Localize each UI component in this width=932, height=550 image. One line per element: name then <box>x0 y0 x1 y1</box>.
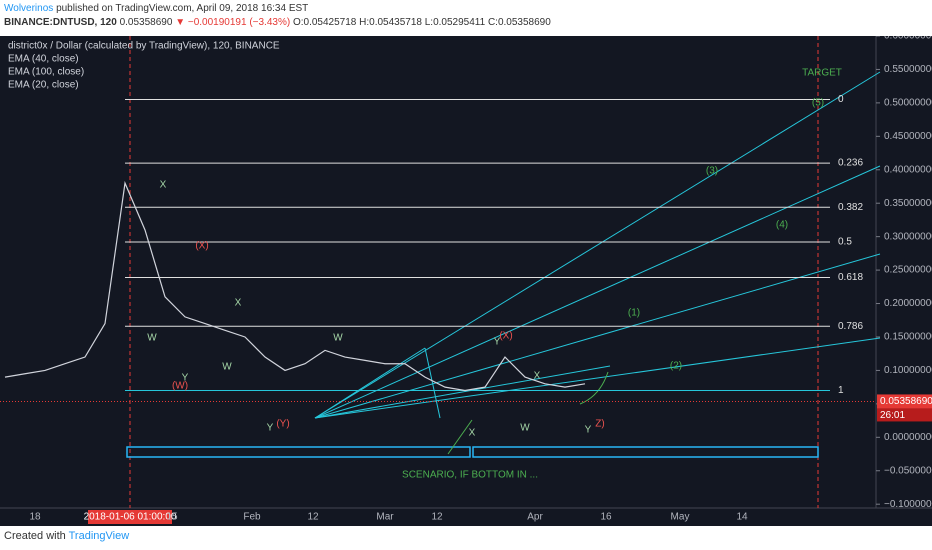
symbol: BINANCE:DNTUSD, 120 <box>4 17 117 28</box>
x-tick-label: Feb <box>243 512 261 523</box>
countdown-label: 26:01 <box>880 410 905 421</box>
y-tick-label: 0.35000000 <box>884 198 932 209</box>
annotation: (3) <box>706 166 718 177</box>
x-tick-label: May <box>671 512 690 523</box>
projection <box>579 371 609 405</box>
price-badge <box>877 394 932 409</box>
annotation: Y <box>585 425 592 436</box>
x-tick-label: Apr <box>527 512 543 523</box>
x-tick-label: 2018-01-06 01:00:00 <box>84 512 177 523</box>
y-tick-label: 0.20000000 <box>884 298 932 309</box>
zone <box>472 446 819 458</box>
annotation: X <box>469 428 476 439</box>
price-badge-label: 0.05358690 <box>880 396 932 407</box>
y-tick-label: 0.40000000 <box>884 164 932 175</box>
y-tick-label: 0.10000000 <box>884 365 932 376</box>
x-tick-label: 18 <box>29 512 41 523</box>
x-tick-label: 16 <box>600 512 612 523</box>
legend-entry: EMA (100, close) <box>8 67 84 78</box>
annotation: (5) <box>812 98 824 109</box>
annotation: (4) <box>776 220 788 231</box>
y-tick-label: 0.55000000 <box>884 64 932 75</box>
annotation: X <box>534 371 541 382</box>
change: ▼ −0.00190191 (−3.43%) <box>175 17 291 28</box>
y-tick-label: −0.10000000 <box>884 499 932 510</box>
footer: Created with TradingView <box>4 530 129 542</box>
annotation: Y <box>267 423 274 434</box>
fib-label: 0.618 <box>838 272 863 283</box>
header-line: BINANCE:DNTUSD, 120 0.05358690 ▼ −0.0019… <box>4 16 551 30</box>
y-tick-label: 0.15000000 <box>884 332 932 343</box>
annotation: Y <box>182 373 189 384</box>
author[interactable]: Wolverinos <box>4 3 54 14</box>
header: Wolverinos published on TradingView.com,… <box>4 2 551 30</box>
annotation: (1) <box>628 308 640 319</box>
annotation: TARGET <box>802 68 842 79</box>
y-tick-label: 0.30000000 <box>884 231 932 242</box>
legend-entry: district0x / Dollar (calculated by Tradi… <box>8 41 280 52</box>
annotation: (X) <box>499 331 512 342</box>
chart-bg <box>0 36 932 526</box>
legend: district0x / Dollar (calculated by Tradi… <box>8 41 280 91</box>
brand[interactable]: TradingView <box>68 530 130 542</box>
annotation: Y <box>494 337 501 348</box>
x-tick-label: 12 <box>431 512 443 523</box>
y-tick-label: 0.45000000 <box>884 131 932 142</box>
fib-label: 0.5 <box>838 237 852 248</box>
annotation: (X) <box>195 241 208 252</box>
x-tick-label: 14 <box>736 512 748 523</box>
y-tick-label: −0.05000000 <box>884 465 932 476</box>
y-tick-label: 0.60000000 <box>884 36 932 42</box>
annotation: W <box>520 423 530 434</box>
chart: district0x / Dollar (calculated by Tradi… <box>0 36 932 526</box>
ohlc: O:0.05425718 H:0.05435718 L:0.05295411 C… <box>292 17 551 28</box>
annotation: Z) <box>595 419 604 430</box>
price-line <box>4 180 586 392</box>
x-tick-label: 15 <box>166 512 178 523</box>
countdown-badge <box>877 408 932 422</box>
fib-label: 1 <box>838 385 844 396</box>
legend-entry: EMA (40, close) <box>8 54 79 65</box>
annotation: SCENARIO, IF BOTTOM IN ... <box>402 470 538 481</box>
annotation: X <box>160 180 167 191</box>
legend-entry: EMA (20, close) <box>8 80 79 91</box>
annotation: W <box>147 333 157 344</box>
annotation: X <box>235 298 242 309</box>
zone <box>126 446 471 458</box>
fib-label: 0 <box>838 94 844 105</box>
created: Created with <box>4 530 66 542</box>
annotation: (Y) <box>276 419 289 430</box>
annotation: (2) <box>670 361 682 372</box>
arrow <box>447 419 473 455</box>
y-tick-label: 0.25000000 <box>884 265 932 276</box>
header-line: Wolverinos published on TradingView.com,… <box>4 2 551 16</box>
annotation: W <box>333 333 343 344</box>
y-tick-label: 0.00000000 <box>884 432 932 443</box>
last: 0.05358690 <box>119 17 173 28</box>
annotation: W <box>222 362 232 373</box>
published: published on TradingView.com, April 09, … <box>56 3 309 14</box>
annotation: (W) <box>172 381 188 392</box>
y-tick-label: 0.50000000 <box>884 98 932 109</box>
x-tick-label: Mar <box>376 512 394 523</box>
x-tick-label: 12 <box>307 512 319 523</box>
fib-label: 0.236 <box>838 158 863 169</box>
x-label-bg <box>88 510 172 524</box>
fib-label: 0.382 <box>838 202 863 213</box>
fib-label: 0.786 <box>838 321 863 332</box>
